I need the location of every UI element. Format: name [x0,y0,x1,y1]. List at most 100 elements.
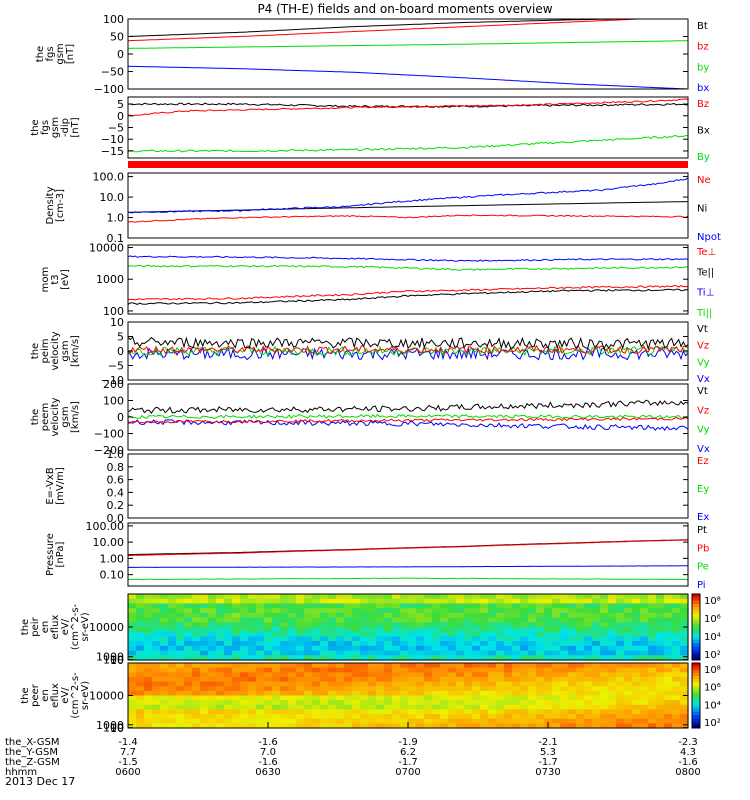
spectrogram-cell [392,690,401,697]
spectrogram-cell [456,704,465,711]
y-tick-label: 0.4 [107,486,125,499]
spectrogram-cell [408,645,417,652]
spectrogram-cell [536,695,545,701]
spectrogram-cell [408,672,417,678]
spectrogram-cell [232,667,241,673]
spectrogram-cell [272,663,281,669]
spectrogram-cell [352,704,361,711]
spectrogram-cell [592,704,601,711]
spectrogram-cell [528,655,537,661]
spectrogram-cell [352,627,361,633]
spectrogram-cell [288,663,297,669]
spectrogram-cell [144,612,153,619]
spectrogram-cell [208,617,217,623]
spectrogram-cell [272,641,281,647]
spectrogram-cell [352,681,361,687]
spectrogram-cell [648,622,657,628]
spectrogram-cell [512,676,521,683]
spectrogram-cell [184,709,193,715]
spectrogram-cell [128,718,137,724]
spectrogram-cell [144,681,153,687]
spectrogram-cell [432,672,441,678]
y-tick-label: 0.6 [107,474,125,487]
series-line-by [127,135,688,153]
spectrogram-cell [576,641,585,647]
spectrogram-cell [296,663,305,669]
colorbar-segment [692,653,700,658]
spectrogram-cell [176,631,185,638]
spectrogram-cell [504,655,513,661]
spectrogram-cell [520,672,529,678]
spectrogram-cell [256,695,265,701]
spectrogram-cell [472,672,481,678]
spectrogram-cell [664,667,673,673]
spectrogram-cell [272,686,281,692]
spectrogram-cell [576,690,585,697]
spectrogram-cell [640,645,649,652]
spectrogram-cell [624,681,633,687]
spectrogram-cell [576,627,585,633]
spectrogram-cell [216,603,225,609]
spectrogram-cell [456,690,465,697]
spectrogram-cell [128,723,137,729]
spectrogram-cell [216,690,225,697]
spectrogram-cell [208,631,217,638]
spectrogram-cell [312,667,321,673]
spectrogram-cell [328,655,337,661]
spectrogram-cell [200,636,209,642]
spectrogram-cell [520,690,529,697]
spectrogram-cell [128,617,137,623]
spectrogram-cell [616,686,625,692]
spectrogram-cell [160,723,169,729]
spectrogram-cell [168,690,177,697]
spectrogram-cell [240,612,249,619]
spectrogram-cell [656,650,665,656]
spectrogram-cell [344,704,353,711]
spectrogram-cell [544,655,553,661]
spectrogram-cell [664,686,673,692]
spectrogram-cell [384,718,393,724]
spectrogram-cell [568,645,577,652]
spectrogram-cell [400,676,409,683]
spectrogram-cell [384,631,393,638]
spectrogram-cell [176,690,185,697]
spectrogram-cell [360,636,369,642]
spectrogram-cell [360,667,369,673]
y-axis-label-line: [eV] [60,269,71,290]
spectrogram-cell [496,718,505,724]
spectrogram-cell [128,681,137,687]
spectrogram-cell [288,641,297,647]
spectrogram-cell [224,718,233,724]
figure-title: P4 (TH-E) fields and on-board moments ov… [257,2,552,16]
spectrogram-cell [456,631,465,638]
ephemeris-value: 0730 [535,767,560,778]
spectrogram-cell [224,695,233,701]
spectrogram-cell [640,709,649,715]
spectrogram-cell [416,650,425,656]
spectrogram-cell [552,667,561,673]
spectrogram-cell [248,695,257,701]
spectrogram-cell [176,645,185,652]
legend-label: Vz [697,405,709,416]
spectrogram-cell [376,617,385,623]
spectrogram-cell [176,617,185,623]
spectrogram-cell [320,645,329,652]
spectrogram-cell [136,690,145,697]
spectrogram-cell [368,655,377,661]
series-line-vz [127,344,689,355]
y-tick-label: 1.0 [107,212,125,225]
y-axis-label-line: mom [40,267,51,293]
ephemeris-value: -1.7 [398,757,418,768]
spectrogram-cell [344,645,353,652]
spectrogram-cell [448,650,457,656]
spectrogram-cell [576,704,585,711]
spectrogram-cell [248,622,257,628]
spectrogram-cell [288,594,297,600]
spectrogram-cell [664,612,673,619]
spectrogram-cell [416,617,425,623]
spectrogram-cell [344,594,353,600]
spectrogram-cell [656,631,665,638]
spectrogram-cell [336,695,345,701]
spectrogram-cell [320,686,329,692]
